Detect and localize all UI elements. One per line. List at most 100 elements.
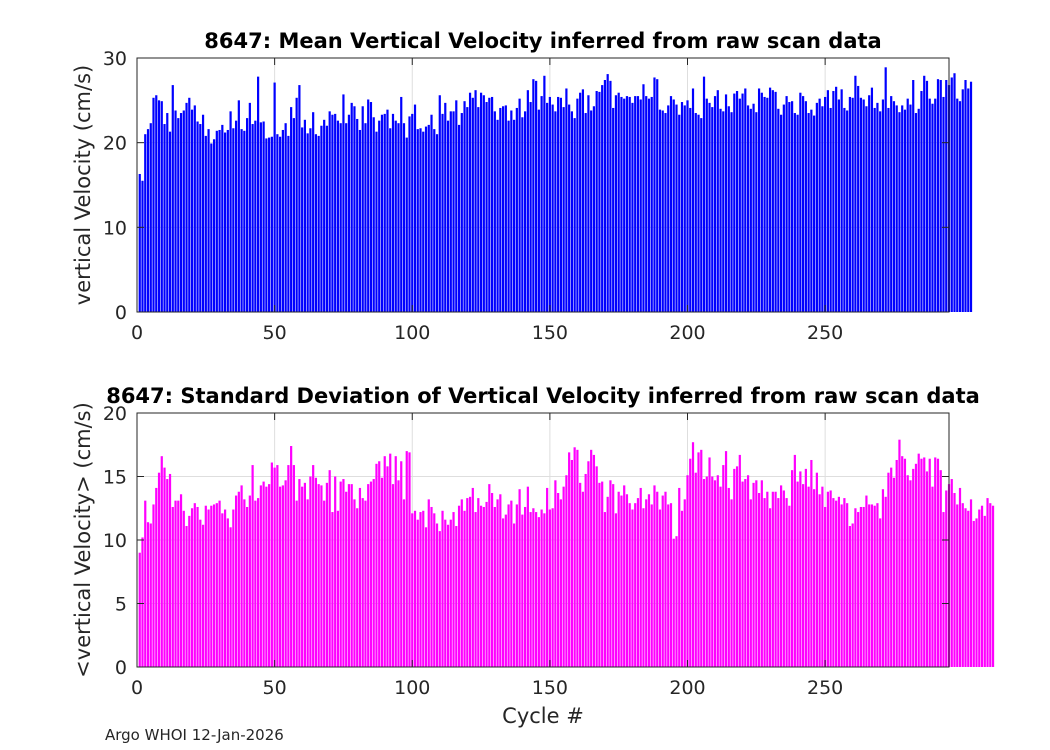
bar: [422, 510, 425, 667]
bar: [669, 503, 673, 667]
bar: [628, 503, 631, 667]
bar: [722, 111, 725, 312]
bar: [168, 131, 172, 312]
bar: [824, 96, 827, 312]
bar: [749, 499, 752, 667]
bar: [678, 487, 681, 667]
bar: [402, 123, 406, 312]
bar: [851, 97, 854, 312]
bar: [364, 123, 367, 312]
bar: [149, 123, 152, 312]
bar: [350, 484, 353, 667]
bar: [548, 96, 551, 312]
bar: [634, 96, 637, 312]
bar: [777, 498, 780, 667]
bar: [906, 98, 909, 312]
bar: [925, 80, 929, 312]
bar: [818, 98, 821, 312]
bar: [314, 134, 318, 312]
bar: [865, 495, 868, 667]
bar: [270, 136, 273, 312]
mean-velocity-chart: 0 50 100 150 200 250 0 10 20 30 8647: Mean Vertic…: [71, 29, 973, 344]
bar: [832, 498, 835, 667]
bar: [441, 113, 444, 312]
bar: [625, 96, 629, 312]
bar: [628, 96, 631, 312]
bar: [212, 139, 216, 312]
bar: [138, 173, 141, 312]
bar: [768, 87, 772, 312]
bar: [290, 446, 293, 667]
bar: [521, 514, 524, 667]
bar: [361, 106, 364, 312]
bar: [892, 101, 896, 313]
bar: [201, 114, 205, 312]
bar: [763, 498, 766, 667]
bar: [372, 479, 375, 667]
bar: [378, 120, 381, 313]
bar: [722, 465, 725, 667]
bar: [551, 104, 554, 312]
bar: [532, 79, 535, 312]
bar: [983, 515, 986, 667]
bar: [639, 487, 642, 667]
bar: [810, 459, 813, 667]
bar: [237, 491, 240, 667]
bar: [358, 129, 362, 312]
bar: [402, 499, 406, 667]
bar: [232, 128, 235, 312]
bar: [513, 523, 516, 667]
bar: [826, 491, 829, 667]
bar: [419, 512, 422, 667]
bar: [680, 510, 684, 667]
bar: [207, 509, 210, 667]
bar: [824, 506, 827, 667]
bar: [802, 96, 805, 312]
bar: [931, 486, 934, 667]
bar: [936, 458, 940, 667]
bar: [345, 123, 348, 312]
bar: [452, 111, 455, 312]
bar: [246, 506, 249, 667]
bar: [188, 515, 191, 667]
bar: [788, 505, 791, 667]
bar: [719, 486, 722, 667]
bar: [551, 508, 554, 667]
bar: [435, 523, 439, 667]
bar: [606, 74, 609, 312]
bar: [702, 76, 706, 312]
bar: [482, 95, 485, 312]
bar: [411, 513, 414, 667]
bar: [777, 108, 780, 312]
bar: [565, 88, 568, 312]
y-tick-label: 20: [103, 403, 127, 425]
x-axis-label: Cycle #: [502, 704, 584, 728]
bar: [804, 468, 807, 667]
bar: [196, 121, 199, 312]
bar: [367, 99, 370, 313]
bar: [375, 131, 378, 312]
bar: [771, 491, 774, 667]
bar: [612, 107, 615, 312]
bar: [446, 524, 450, 667]
bar: [785, 96, 788, 312]
bar: [576, 98, 579, 312]
bar: [248, 495, 251, 667]
bar: [568, 104, 571, 312]
bar: [713, 480, 717, 667]
y-tick-label: 15: [103, 467, 127, 489]
bar: [865, 106, 868, 312]
bar: [433, 129, 436, 312]
bar: [631, 509, 634, 667]
bar: [950, 77, 953, 312]
bar: [507, 504, 510, 667]
bar: [887, 472, 890, 667]
bar: [923, 75, 926, 312]
bar: [598, 91, 601, 313]
bar: [945, 80, 948, 312]
bar: [925, 471, 929, 667]
bar: [791, 101, 794, 313]
bar: [799, 471, 802, 667]
bar: [177, 500, 180, 667]
bar: [928, 98, 931, 312]
